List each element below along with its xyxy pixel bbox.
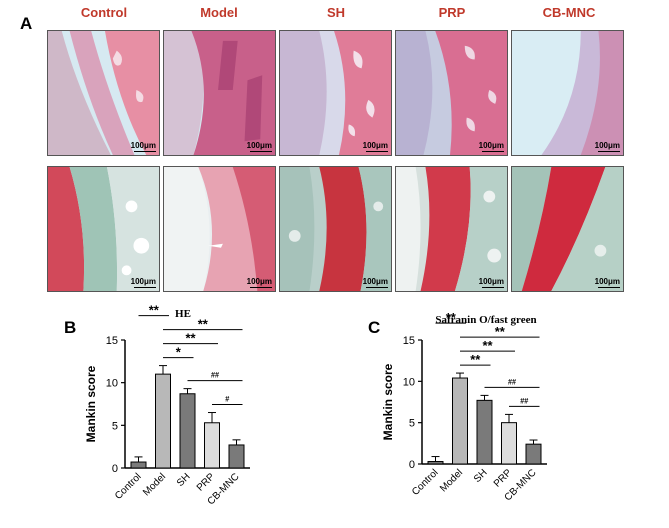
y-axis-label: Mankin score (84, 365, 98, 442)
column-label-prp: PRP (438, 5, 466, 20)
scale-bar: 100μm (247, 277, 272, 288)
column-label-sh: SH (326, 5, 346, 20)
x-tick-label: Control (410, 467, 441, 498)
scale-bar: 100μm (479, 277, 504, 288)
y-tick-label: 0 (409, 459, 415, 471)
scale-bar: 100μm (479, 141, 504, 152)
scale-bar: 100μm (595, 277, 620, 288)
bar-sh (179, 393, 196, 469)
significance-label: ## (508, 377, 516, 386)
safranin-micrograph-control: 100μm (47, 166, 160, 292)
significance-label: ** (446, 310, 457, 325)
y-tick-label: 0 (112, 463, 118, 475)
he-micrograph-prp: 100μm (395, 30, 508, 156)
significance-label: ## (520, 396, 528, 405)
scale-bar: 100μm (131, 141, 156, 152)
scale-bar: 100μm (595, 141, 620, 152)
significance-label: ** (198, 317, 209, 332)
significance-label: ** (482, 338, 493, 353)
bar-sh (476, 399, 493, 465)
significance-label: ** (185, 331, 196, 346)
he-micrograph-cb-mnc: 100μm (511, 30, 624, 156)
significance-label: ## (211, 371, 219, 380)
column-label-cb-mnc: CB-MNC (542, 5, 596, 20)
bar-prp (501, 422, 517, 465)
column-label-control: Control (80, 5, 128, 20)
y-tick-label: 5 (409, 418, 415, 430)
significance-label: ** (149, 303, 160, 318)
scale-bar: 100μm (363, 277, 388, 288)
bar-control (130, 461, 147, 469)
safranin-micrograph-sh: 100μm (279, 166, 392, 292)
y-tick-label: 15 (403, 335, 415, 347)
significance-label: ** (470, 352, 481, 367)
scale-bar: 100μm (363, 141, 388, 152)
bar-model (452, 377, 468, 465)
safranin-bar-chart: Safranin O/fast green Mankin score 05101… (381, 310, 547, 503)
significance-label: ** (495, 324, 506, 339)
x-tick-label: Model (141, 471, 168, 498)
column-label-model: Model (200, 5, 238, 20)
x-tick-label: Control (113, 471, 144, 502)
bar-prp (204, 422, 220, 469)
scale-bar: 100μm (131, 277, 156, 288)
he-micrograph-control: 100μm (47, 30, 160, 156)
y-tick-label: 5 (112, 420, 118, 432)
x-tick-label: SH (472, 467, 490, 485)
he-micrograph-model: 100μm (163, 30, 276, 156)
panel-label-b: B (64, 318, 77, 337)
bar-control (427, 461, 444, 465)
panel-label-c: C (368, 318, 381, 337)
safranin-micrograph-model: 100μm (163, 166, 276, 292)
bar-cb-mnc (525, 443, 542, 465)
safranin-micrograph-prp: 100μm (395, 166, 508, 292)
chart-title: HE (175, 308, 191, 320)
he-micrograph-sh: 100μm (279, 30, 392, 156)
significance-label: # (225, 395, 229, 404)
y-tick-label: 10 (403, 376, 415, 388)
y-axis-label: Mankin score (381, 363, 395, 440)
significance-label: * (176, 345, 182, 360)
x-tick-label: Model (438, 467, 465, 494)
y-tick-label: 10 (106, 378, 118, 390)
y-tick-label: 15 (106, 335, 118, 347)
safranin-micrograph-cb-mnc: 100μm (511, 166, 624, 292)
bar-model (155, 373, 171, 469)
x-tick-label: SH (175, 471, 193, 489)
bar-cb-mnc (228, 444, 245, 469)
scale-bar: 100μm (247, 141, 272, 152)
panel-label-a: A (20, 14, 33, 33)
